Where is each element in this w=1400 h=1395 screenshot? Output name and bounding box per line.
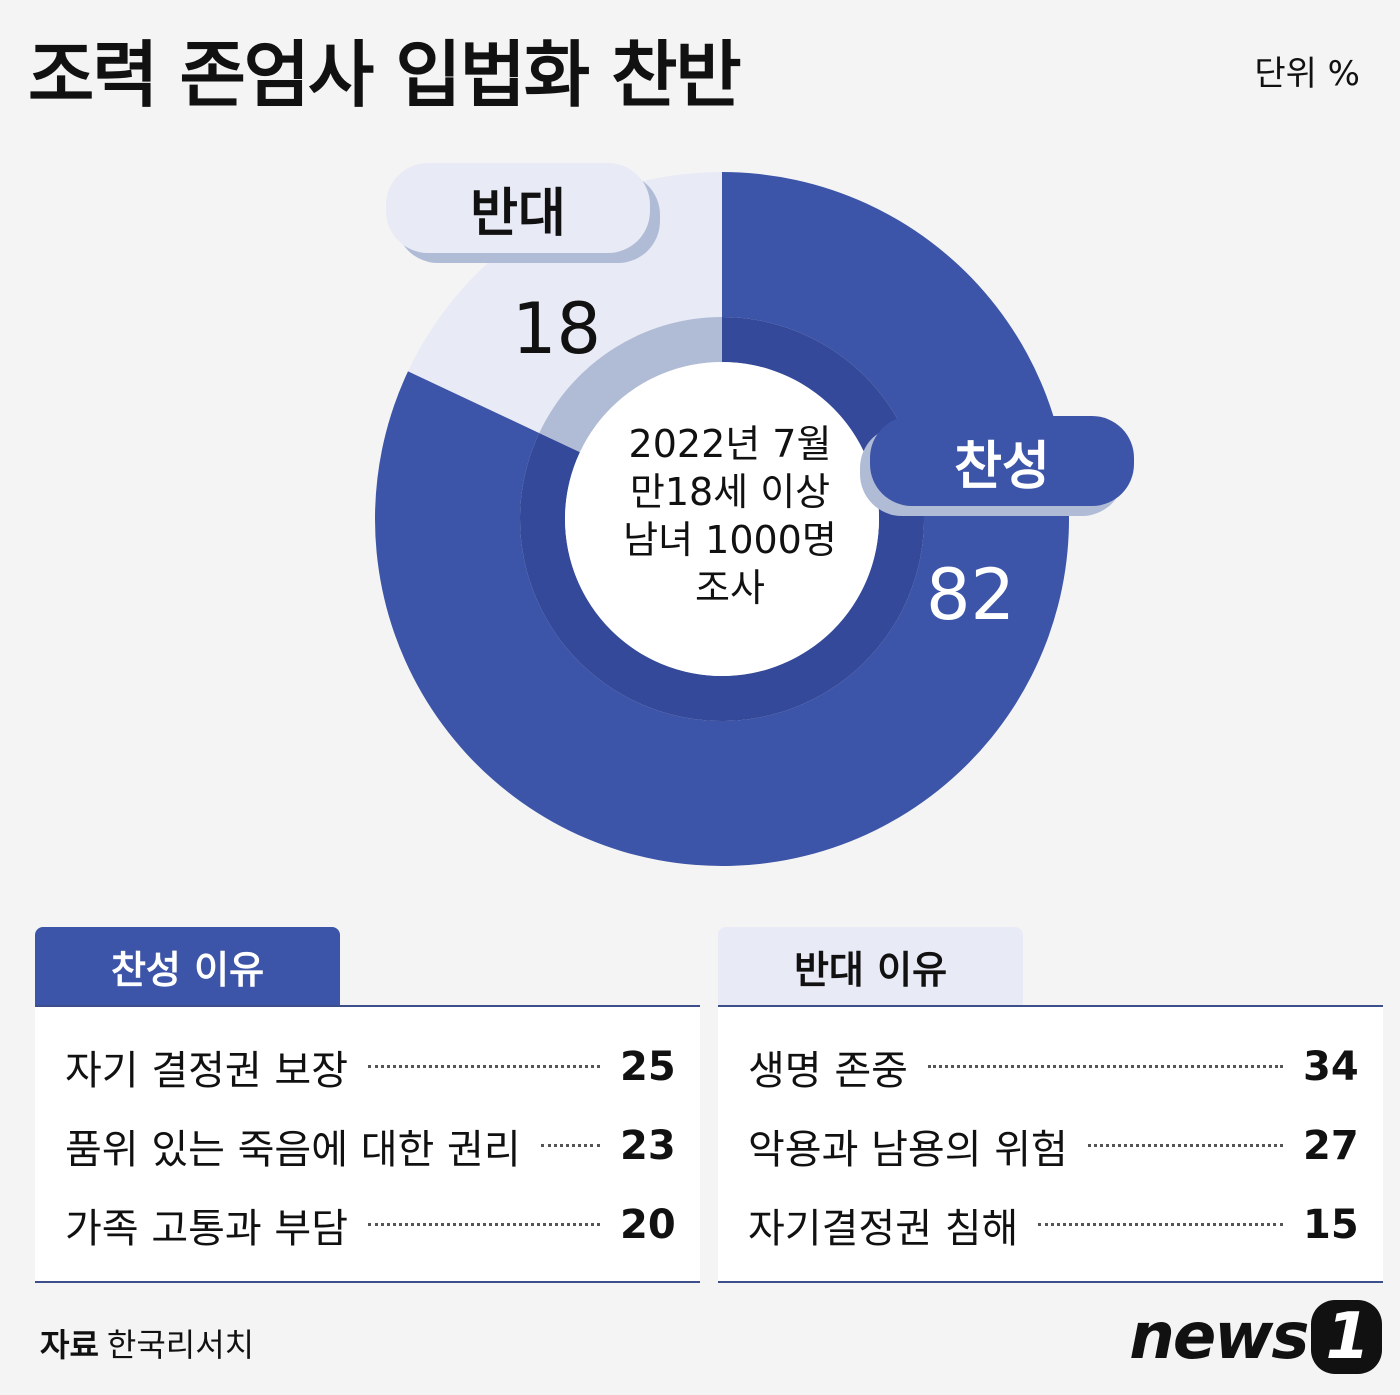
for-reasons-panel: 찬성 이유 자기 결정권 보장 25 품위 있는 죽음에 대한 권리 23 가족 고… (35, 927, 700, 1283)
list-item: 품위 있는 죽음에 대한 권리 23 (35, 1106, 700, 1185)
news1-logo: news 1 (1129, 1300, 1382, 1374)
reason-label: 악용과 남용의 위험 (748, 1126, 1068, 1173)
list-item: 생명 존중 34 (718, 1027, 1383, 1106)
reason-label: 생명 존중 (748, 1047, 908, 1094)
reason-value: 20 (620, 1201, 676, 1248)
center-line: 만18세 이상 (629, 470, 831, 514)
slice-for (374, 172, 1069, 866)
leader-dots (1087, 1144, 1283, 1147)
source: 자료 한국리서치 (40, 1320, 254, 1366)
list-item: 가족 고통과 부담 20 (35, 1185, 700, 1264)
against-reasons-title: 반대 이유 (718, 927, 1023, 1005)
leader-dots (1038, 1223, 1283, 1226)
reason-value: 23 (620, 1122, 676, 1169)
list-item: 악용과 남용의 위험 27 (718, 1106, 1383, 1185)
reason-value: 34 (1303, 1043, 1359, 1090)
page-title: 조력 존엄사 입법화 찬반 (28, 33, 742, 117)
value-label-against: 18 (512, 288, 602, 370)
center-line: 남녀 1000명 (623, 518, 837, 562)
against-reasons-panel: 반대 이유 생명 존중 34 악용과 남용의 위험 27 자기결정권 침해 15 (718, 927, 1383, 1283)
legend-for: 찬성 (870, 416, 1134, 506)
reason-label: 자기 결정권 보장 (65, 1047, 349, 1094)
logo-mark: 1 (1311, 1300, 1382, 1374)
donut-chart (374, 172, 1069, 866)
unit-label: 단위 % (1254, 54, 1360, 94)
list-item: 자기 결정권 보장 25 (35, 1027, 700, 1106)
reason-label: 자기결정권 침해 (748, 1205, 1019, 1252)
reason-label: 품위 있는 죽음에 대한 권리 (65, 1126, 521, 1173)
legend-against: 반대 (386, 163, 650, 253)
reason-label: 가족 고통과 부담 (65, 1205, 349, 1252)
reason-value: 15 (1303, 1201, 1359, 1248)
donut-hole (565, 362, 879, 676)
leader-dots (368, 1223, 600, 1226)
value-label-for: 82 (926, 554, 1016, 636)
list-item: 자기결정권 침해 15 (718, 1185, 1383, 1264)
leader-dots (540, 1144, 600, 1147)
center-line: 조사 (695, 566, 765, 610)
slice-against (408, 172, 722, 433)
source-name: 한국리서치 (106, 1326, 255, 1364)
center-text: 2022년 7월 만18세 이상 남녀 1000명 조사 (580, 420, 880, 612)
reason-value: 25 (620, 1043, 676, 1090)
source-label: 자료 (40, 1326, 99, 1364)
logo-text: news (1129, 1300, 1309, 1374)
leader-dots (368, 1065, 600, 1068)
for-reasons-title: 찬성 이유 (35, 927, 340, 1005)
leader-dots (927, 1065, 1283, 1068)
reason-value: 27 (1303, 1122, 1359, 1169)
inner-ring-against (539, 317, 722, 453)
center-line: 2022년 7월 (628, 422, 832, 466)
